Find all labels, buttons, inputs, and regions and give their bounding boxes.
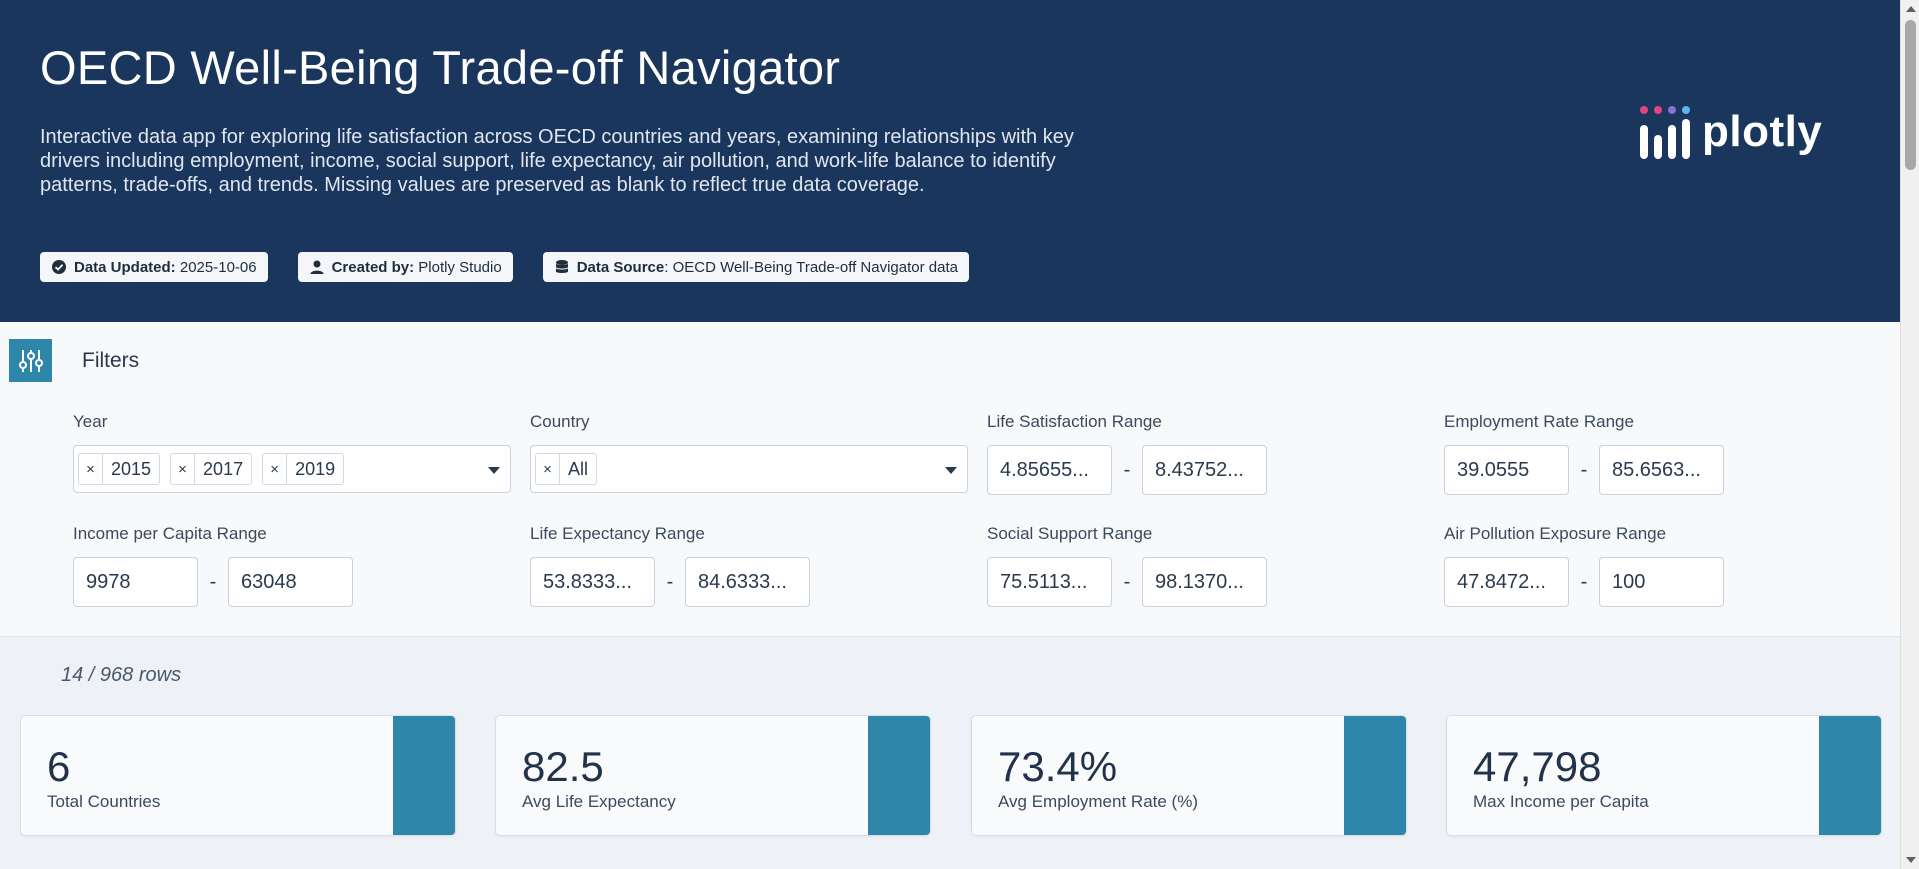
badge-label: Data Source	[576, 258, 665, 276]
life-expectancy-label: Life Expectancy Range	[530, 524, 705, 543]
country-filter: Country × All	[530, 412, 968, 493]
year-filter-label: Year	[73, 412, 108, 431]
country-filter-label: Country	[530, 412, 590, 431]
filters-toggle-button[interactable]	[9, 339, 52, 382]
scroll-up-icon[interactable]	[1906, 6, 1916, 12]
kpi-value: 73.4%	[998, 743, 1118, 790]
kpi-value: 47,798	[1473, 743, 1602, 790]
social-support-max-input[interactable]: 98.1370...	[1142, 557, 1267, 607]
scrollbar-thumb[interactable]	[1905, 20, 1916, 170]
user-icon	[309, 259, 325, 275]
employment-rate-label: Employment Rate Range	[1444, 412, 1634, 431]
range-separator: -	[1123, 458, 1131, 481]
filters-title: Filters	[82, 349, 140, 372]
life-expectancy-filter: Life Expectancy Range 53.8333... - 84.63…	[530, 524, 810, 607]
chevron-down-icon[interactable]	[945, 467, 957, 474]
plotly-logo: plotly	[1638, 105, 1822, 159]
badge-value: Plotly Studio	[418, 258, 502, 276]
kpi-card-avg-employment-rate: 73.4% Avg Employment Rate (%)	[971, 715, 1407, 836]
page-scrollbar[interactable]	[1900, 0, 1919, 869]
life-expectancy-max-input[interactable]: 84.6333...	[685, 557, 810, 607]
social-support-min-input[interactable]: 75.5113...	[987, 557, 1112, 607]
row-count: 14 / 968 rows	[61, 664, 182, 686]
year-tag: × 2017	[170, 453, 253, 485]
air-pollution-label: Air Pollution Exposure Range	[1444, 524, 1667, 543]
app-header: OECD Well-Being Trade-off Navigator Inte…	[0, 0, 1900, 322]
plotly-logo-mark	[1640, 106, 1690, 159]
kpi-accent-bar	[393, 716, 455, 835]
year-dropdown[interactable]: × 2015 × 2017 × 2019	[73, 445, 511, 493]
scroll-down-icon[interactable]	[1906, 857, 1916, 863]
kpi-label: Max Income per Capita	[1473, 792, 1649, 811]
chevron-down-icon[interactable]	[488, 467, 500, 474]
life-satisfaction-max-input[interactable]: 8.43752...	[1142, 445, 1267, 495]
filters-panel: Filters Year × 2015 × 2017 × 2019 Country ×…	[0, 322, 1900, 637]
check-circle-icon	[51, 259, 67, 275]
year-tag: × 2015	[78, 453, 161, 485]
range-separator: -	[1580, 458, 1588, 481]
remove-tag-icon[interactable]: ×	[536, 454, 560, 484]
app-description: Interactive data app for exploring life …	[40, 126, 1074, 196]
database-icon	[554, 259, 570, 275]
employment-rate-filter: Employment Rate Range 39.0555 - 85.6563.…	[1444, 412, 1724, 495]
meta-badges: Data Updated: 2025-10-06 Created by: Plo…	[40, 252, 969, 282]
income-max-input[interactable]: 63048	[228, 557, 353, 607]
social-support-filter: Social Support Range 75.5113... - 98.137…	[987, 524, 1267, 607]
year-tag: × 2019	[262, 453, 345, 485]
life-satisfaction-label: Life Satisfaction Range	[987, 412, 1162, 431]
kpi-accent-bar	[868, 716, 930, 835]
kpi-accent-bar	[1819, 716, 1881, 835]
air-pollution-filter: Air Pollution Exposure Range 47.8472... …	[1444, 524, 1724, 607]
created-by-badge: Created by: Plotly Studio	[297, 252, 513, 282]
kpi-label: Avg Life Expectancy	[522, 792, 676, 811]
country-tag: × All	[535, 453, 598, 485]
data-source-badge: Data Source: OECD Well-Being Trade-off N…	[542, 252, 969, 282]
kpi-card-total-countries: 6 Total Countries	[20, 715, 456, 836]
air-pollution-max-input[interactable]: 100	[1599, 557, 1724, 607]
range-separator: -	[1580, 570, 1588, 593]
badge-value: 2025-10-06	[179, 258, 257, 276]
plotly-logo-text: plotly	[1702, 107, 1823, 156]
page-title: OECD Well-Being Trade-off Navigator	[40, 41, 841, 94]
income-label: Income per Capita Range	[73, 524, 267, 543]
air-pollution-min-input[interactable]: 47.8472...	[1444, 557, 1569, 607]
badge-label: Created by:	[331, 258, 415, 276]
social-support-label: Social Support Range	[987, 524, 1153, 543]
kpi-card-max-income: 47,798 Max Income per Capita	[1446, 715, 1882, 836]
data-updated-badge: Data Updated: 2025-10-06	[40, 252, 268, 282]
range-separator: -	[209, 570, 217, 593]
life-satisfaction-filter: Life Satisfaction Range 4.85655... - 8.4…	[987, 412, 1267, 495]
kpi-label: Avg Employment Rate (%)	[998, 792, 1198, 811]
kpi-value: 82.5	[522, 743, 604, 790]
kpi-label: Total Countries	[47, 792, 161, 811]
income-min-input[interactable]: 9978	[73, 557, 198, 607]
life-expectancy-min-input[interactable]: 53.8333...	[530, 557, 655, 607]
employment-rate-min-input[interactable]: 39.0555	[1444, 445, 1569, 495]
kpi-value: 6	[47, 743, 71, 790]
life-satisfaction-min-input[interactable]: 4.85655...	[987, 445, 1112, 495]
badge-label: Data Updated:	[74, 258, 176, 276]
kpi-accent-bar	[1344, 716, 1406, 835]
remove-tag-icon[interactable]: ×	[171, 454, 196, 484]
badge-value: : OECD Well-Being Trade-off Navigator da…	[664, 258, 958, 276]
sliders-icon	[18, 349, 43, 372]
remove-tag-icon[interactable]: ×	[79, 454, 103, 484]
income-filter: Income per Capita Range 9978 - 63048	[73, 524, 353, 607]
range-separator: -	[1123, 570, 1131, 593]
country-dropdown[interactable]: × All	[530, 445, 968, 493]
kpi-card-avg-life-expectancy: 82.5 Avg Life Expectancy	[495, 715, 931, 836]
remove-tag-icon[interactable]: ×	[263, 454, 288, 484]
range-separator: -	[666, 570, 674, 593]
year-filter: Year × 2015 × 2017 × 2019	[73, 412, 511, 493]
employment-rate-max-input[interactable]: 85.6563...	[1599, 445, 1724, 495]
